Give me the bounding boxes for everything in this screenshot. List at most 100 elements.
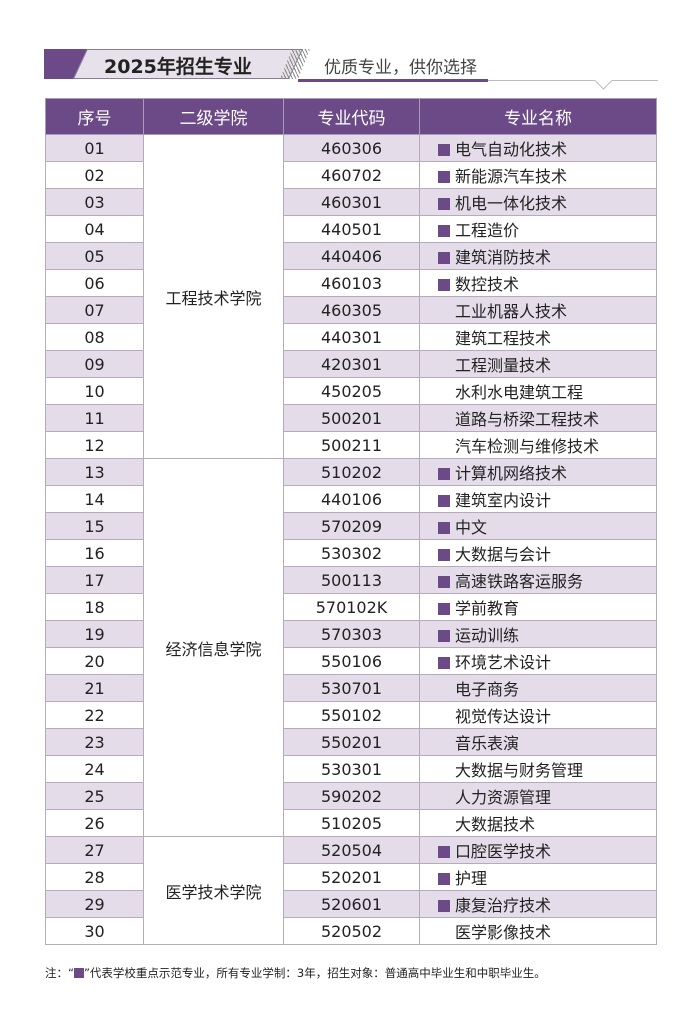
row-number: 30: [45, 917, 144, 945]
major-name: 建筑室内设计: [455, 491, 552, 510]
major-name: 汽车检测与维修技术: [455, 437, 600, 456]
table-row: 19 570303 运动训练: [45, 620, 657, 648]
major-code: 460306: [283, 134, 420, 162]
major-code: 460103: [283, 269, 420, 297]
chevron-down-icon: [594, 71, 613, 90]
row-number: 19: [45, 620, 144, 648]
major-name-cell: 人力资源管理: [419, 782, 657, 810]
major-code: 530701: [283, 674, 420, 702]
table-row: 05 440406 建筑消防技术: [45, 242, 657, 270]
major-name-cell: 建筑室内设计: [419, 485, 657, 513]
row-number: 10: [45, 377, 144, 405]
major-code: 510205: [283, 809, 420, 837]
major-name-cell: 工业机器人技术: [419, 296, 657, 324]
major-name: 运动训练: [455, 626, 520, 645]
major-code: 530301: [283, 755, 420, 783]
major-name-cell: 电气自动化技术: [419, 134, 657, 162]
key-major-square-icon: [438, 495, 450, 507]
table-row: 26 510205 大数据技术: [45, 809, 657, 837]
major-code: 440106: [283, 485, 420, 513]
major-code: 590202: [283, 782, 420, 810]
row-number: 11: [45, 404, 144, 432]
major-name: 工程造价: [455, 221, 520, 240]
table-row: 18 570102K 学前教育: [45, 593, 657, 621]
note-prefix: 注：“: [45, 966, 74, 980]
col-header-name: 专业名称: [419, 98, 657, 135]
major-name: 数控技术: [455, 275, 520, 294]
major-name-cell: 大数据与会计: [419, 539, 657, 567]
key-major-square-icon: [438, 522, 450, 534]
major-name-cell: 视觉传达设计: [419, 701, 657, 729]
major-name-cell: 水利水电建筑工程: [419, 377, 657, 405]
major-name: 中文: [455, 518, 488, 537]
major-name-cell: 工程造价: [419, 215, 657, 243]
key-major-square-icon: [438, 171, 450, 183]
major-name-cell: 康复治疗技术: [419, 890, 657, 918]
table-row: 24 530301 大数据与财务管理: [45, 755, 657, 783]
table-row: 06 460103 数控技术: [45, 269, 657, 297]
major-code: 520502: [283, 917, 420, 945]
major-code: 500113: [283, 566, 420, 594]
major-name-cell: 高速铁路客运服务: [419, 566, 657, 594]
major-name: 音乐表演: [455, 734, 520, 753]
major-code: 570209: [283, 512, 420, 540]
major-name-cell: 环境艺术设计: [419, 647, 657, 675]
table-row: 09 420301 工程测量技术: [45, 350, 657, 378]
table-row: 20 550106 环境艺术设计: [45, 647, 657, 675]
key-major-square-icon: [438, 873, 450, 885]
majors-table: 序号 二级学院 专业代码 专业名称 01 工程技术学院 460306 电气自动化技术 0…: [45, 98, 657, 945]
row-number: 06: [45, 269, 144, 297]
major-code: 500201: [283, 404, 420, 432]
major-name: 康复治疗技术: [455, 896, 552, 915]
table-row: 15 570209 中文: [45, 512, 657, 540]
row-number: 24: [45, 755, 144, 783]
college-cell: 医学技术学院: [143, 836, 284, 945]
table-row: 28 520201 护理: [45, 863, 657, 891]
row-number: 04: [45, 215, 144, 243]
major-name: 机电一体化技术: [455, 194, 568, 213]
table-row: 12 500211 汽车检测与维修技术: [45, 431, 657, 459]
table-row: 29 520601 康复治疗技术: [45, 890, 657, 918]
divider-line: [488, 80, 658, 81]
major-code: 510202: [283, 458, 420, 486]
key-major-square-icon: [438, 576, 450, 588]
college-cell: 工程技术学院: [143, 134, 284, 459]
major-name: 大数据技术: [455, 815, 536, 834]
row-number: 07: [45, 296, 144, 324]
major-name: 电子商务: [455, 680, 520, 699]
table-row: 08 440301 建筑工程技术: [45, 323, 657, 351]
key-major-square-icon: [438, 846, 450, 858]
major-code: 500211: [283, 431, 420, 459]
major-name-cell: 数控技术: [419, 269, 657, 297]
major-code: 420301: [283, 350, 420, 378]
row-number: 28: [45, 863, 144, 891]
key-major-square-icon: [438, 198, 450, 210]
major-name-cell: 新能源汽车技术: [419, 161, 657, 189]
major-name: 道路与桥梁工程技术: [455, 410, 600, 429]
row-number: 02: [45, 161, 144, 189]
major-name: 建筑消防技术: [455, 248, 552, 267]
major-name-cell: 道路与桥梁工程技术: [419, 404, 657, 432]
key-major-square-icon: [438, 252, 450, 264]
row-number: 15: [45, 512, 144, 540]
major-name-cell: 电子商务: [419, 674, 657, 702]
row-number: 29: [45, 890, 144, 918]
page-title: 2025年招生专业: [104, 56, 252, 78]
major-name: 新能源汽车技术: [455, 167, 568, 186]
row-number: 14: [45, 485, 144, 513]
major-code: 550201: [283, 728, 420, 756]
page-subtitle: 优质专业，供你选择: [324, 58, 477, 78]
table-row: 07 460305 工业机器人技术: [45, 296, 657, 324]
major-name-cell: 音乐表演: [419, 728, 657, 756]
major-name-cell: 护理: [419, 863, 657, 891]
major-name-cell: 计算机网络技术: [419, 458, 657, 486]
key-major-square-icon: [438, 603, 450, 615]
major-name: 人力资源管理: [455, 788, 552, 807]
major-name-cell: 中文: [419, 512, 657, 540]
table-row: 10 450205 水利水电建筑工程: [45, 377, 657, 405]
major-code: 440406: [283, 242, 420, 270]
major-code: 460301: [283, 188, 420, 216]
table-row: 22 550102 视觉传达设计: [45, 701, 657, 729]
major-name: 高速铁路客运服务: [455, 572, 584, 591]
row-number: 12: [45, 431, 144, 459]
